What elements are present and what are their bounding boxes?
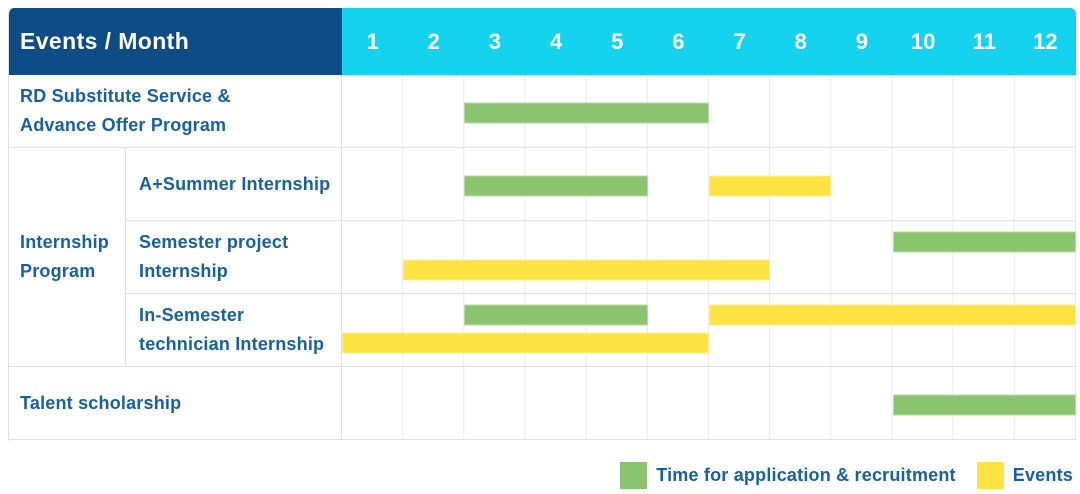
gantt-bar-yellow <box>709 175 832 197</box>
month-header-6: 6 <box>672 28 685 54</box>
gantt-bar-green <box>464 175 648 197</box>
month-header-8: 8 <box>794 28 807 54</box>
legend-item-green: Time for application & recruitment <box>620 461 956 489</box>
row-label-text: Talent scholarship <box>20 392 182 413</box>
month-header-11: 11 <box>972 28 996 54</box>
gantt-row-a-plus-summer-timeline <box>342 148 1076 221</box>
row-label-rd-substitute: RD Substitute Service & Advance Offer Pr… <box>9 75 342 148</box>
yellow-swatch-icon <box>976 461 1004 489</box>
row-label-text: In-Semester technician Internship <box>139 305 325 354</box>
month-header-3: 3 <box>488 28 502 54</box>
gantt-row-semester-project-timeline <box>342 221 1076 294</box>
row-label-text: A+Summer Internship <box>139 173 331 194</box>
legend-label: Events <box>1012 464 1073 485</box>
month-header-9: 9 <box>855 28 869 54</box>
group-label-internship-program: Internship Program <box>9 148 126 367</box>
gantt-bar-green <box>892 394 1076 416</box>
row-label-text: Semester project Internship <box>139 232 289 281</box>
gantt-bar-green <box>892 231 1076 253</box>
month-header-7: 7 <box>733 28 746 54</box>
gantt-row-rd-substitute-timeline <box>342 75 1076 148</box>
month-header-2: 2 <box>427 28 440 54</box>
legend-label: Time for application & recruitment <box>656 464 956 485</box>
month-header-10: 10 <box>910 28 936 54</box>
table-header-events-month: Events / Month <box>9 8 342 75</box>
gantt-bar-yellow <box>342 332 709 354</box>
group-label-text: Internship Program <box>20 232 110 281</box>
gantt-bar-yellow <box>709 304 1076 326</box>
row-label-talent-scholarship: Talent scholarship <box>9 367 342 440</box>
gantt-bar-green <box>464 102 709 124</box>
gantt-bar-green <box>464 304 648 326</box>
legend-item-yellow: Events <box>976 461 1073 489</box>
month-header-12: 12 <box>1033 28 1058 54</box>
gantt-row-in-semester-technician-timeline <box>342 294 1076 367</box>
month-header-1: 1 <box>366 28 379 54</box>
month-header-row: 1 2 3 4 5 6 7 8 9 10 11 12 <box>342 8 1076 75</box>
row-label-text: RD Substitute Service & Advance Offer Pr… <box>20 86 231 135</box>
month-header-4: 4 <box>549 28 563 54</box>
legend: Time for application & recruitment Events <box>620 461 1073 489</box>
month-header-5: 5 <box>611 28 624 54</box>
green-swatch-icon <box>620 461 648 489</box>
gantt-bar-yellow <box>403 259 771 281</box>
gantt-row-talent-scholarship-timeline <box>342 367 1076 440</box>
row-label-in-semester-technician: In-Semester technician Internship <box>126 294 342 367</box>
table-header-title: Events / Month <box>20 28 190 54</box>
schedule-table: Events / Month 1 2 3 4 5 6 7 8 9 10 11 12 RD Substi… <box>8 8 1076 441</box>
row-label-a-plus-summer: A+Summer Internship <box>126 148 342 221</box>
row-label-semester-project: Semester project Internship <box>126 221 342 294</box>
